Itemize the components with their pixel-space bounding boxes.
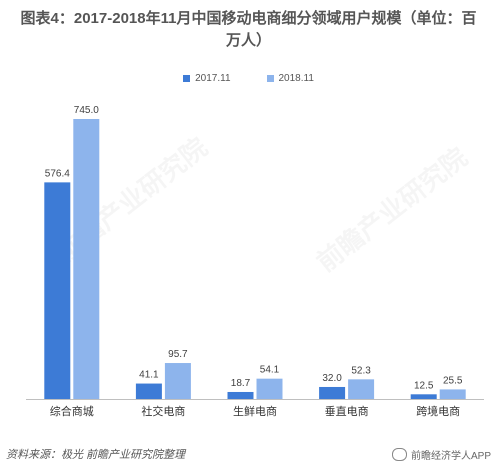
chart-footer: 资料来源：极光 前瞻产业研究院整理 前瞻经济学人APP bbox=[6, 446, 491, 462]
data-label-2017-4: 12.5 bbox=[414, 380, 434, 391]
chart-title: 图表4：2017-2018年11月中国移动电商细分领域用户规模（单位：百万人） bbox=[20, 10, 477, 49]
bar-2018-3 bbox=[348, 379, 375, 399]
bar-2018-2 bbox=[256, 378, 283, 399]
chart-legend: 2017.11 2018.11 bbox=[0, 73, 497, 84]
legend-label-2018: 2018.11 bbox=[278, 73, 314, 84]
bar-2018-4 bbox=[439, 389, 466, 399]
bar-2017-2 bbox=[227, 391, 254, 399]
data-label-2018-1: 95.7 bbox=[168, 349, 188, 360]
x-tick-label-0: 综合商城 bbox=[50, 404, 94, 418]
wechat-label: 前瞻经济学人APP bbox=[410, 450, 491, 462]
bar-2017-0 bbox=[44, 182, 71, 399]
bar-chart: 576.4 745.0 综合商城 41.1 95.7 社交电商 18.7 54.1 生鲜电商 32… bbox=[26, 105, 484, 418]
data-label-2018-3: 52.3 bbox=[351, 365, 371, 376]
data-label-2018-4: 25.5 bbox=[443, 375, 463, 386]
wechat-icon bbox=[391, 447, 407, 461]
legend-label-2017: 2017.11 bbox=[195, 73, 231, 84]
legend-item-2017: 2017.11 bbox=[183, 73, 231, 84]
data-label-2017-1: 41.1 bbox=[139, 370, 159, 381]
data-label-2017-0: 576.4 bbox=[45, 168, 70, 179]
wechat-credit: 前瞻经济学人APP bbox=[391, 447, 491, 462]
source-note: 资料来源：极光 前瞻产业研究院整理 bbox=[6, 449, 186, 461]
data-label-2018-0: 745.0 bbox=[74, 105, 99, 116]
x-tick-label-4: 跨境电商 bbox=[416, 404, 460, 418]
bar-2017-3 bbox=[319, 386, 346, 399]
legend-item-2018: 2018.11 bbox=[266, 73, 314, 84]
legend-swatch-2017 bbox=[183, 75, 191, 82]
x-tick-label-3: 垂直电商 bbox=[325, 404, 369, 418]
data-label-2017-3: 32.0 bbox=[322, 373, 342, 384]
bar-2018-1 bbox=[164, 363, 191, 399]
bar-2017-1 bbox=[135, 383, 162, 399]
x-tick-label-2: 生鲜电商 bbox=[233, 404, 277, 418]
legend-swatch-2018 bbox=[266, 75, 274, 82]
data-label-2018-2: 54.1 bbox=[260, 365, 280, 376]
bar-2017-4 bbox=[410, 394, 437, 399]
data-label-2017-2: 18.7 bbox=[231, 378, 251, 389]
x-tick-label-1: 社交电商 bbox=[141, 404, 185, 418]
bar-2018-0 bbox=[73, 119, 100, 399]
